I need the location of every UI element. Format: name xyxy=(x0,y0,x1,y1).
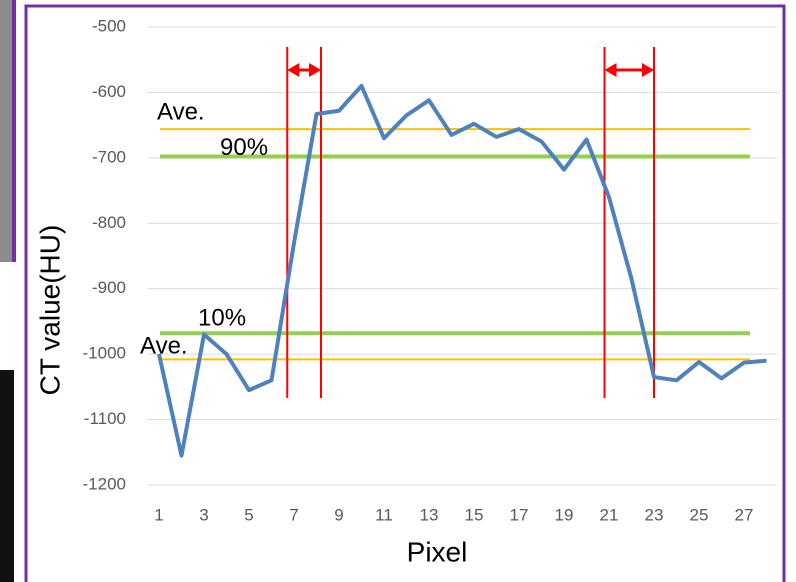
x-tick-label: 25 xyxy=(690,505,709,524)
x-tick-label: 9 xyxy=(334,505,343,524)
y-tick-label: -500 xyxy=(92,16,126,35)
page: {"chart_data": {"type": "line", "x_label… xyxy=(0,0,796,582)
reference-label: 90% xyxy=(220,134,268,161)
chart: Pixel CT value(HU) -1200 -1100 -1000 -900 -8… xyxy=(0,0,796,582)
y-tick-label: -600 xyxy=(92,82,126,101)
y-tick-label: -800 xyxy=(92,213,126,232)
x-tick-label: 23 xyxy=(645,505,664,524)
x-tick-label: 15 xyxy=(465,505,484,524)
x-tick-label: 19 xyxy=(555,505,574,524)
y-tick-label: -1100 xyxy=(84,409,126,428)
frame xyxy=(12,0,16,262)
reference-label: Ave. xyxy=(157,98,205,125)
x-tick-label: 21 xyxy=(600,505,619,524)
background-image xyxy=(0,0,14,262)
x-tick-label: 5 xyxy=(244,505,253,524)
x-tick-label: 27 xyxy=(735,505,754,524)
x-tick-label: 3 xyxy=(199,505,208,524)
x-tick-label: 11 xyxy=(375,505,393,524)
x-tick-label: 7 xyxy=(289,505,298,524)
x-tick-label: 17 xyxy=(510,505,529,524)
y-tick-label: -700 xyxy=(92,147,126,166)
reference-label: 10% xyxy=(198,305,246,332)
x-axis-label: Pixel xyxy=(407,536,468,567)
x-tick-label: 1 xyxy=(154,505,163,524)
y-tick-label: -1000 xyxy=(83,344,126,363)
y-tick-label: -1200 xyxy=(83,474,126,493)
y-tick-label: -900 xyxy=(92,278,126,297)
background-image xyxy=(0,370,14,582)
x-tick-label: 13 xyxy=(420,505,439,524)
y-axis-label: CT value(HU) xyxy=(34,225,65,396)
reference-label: Ave. xyxy=(140,333,188,360)
